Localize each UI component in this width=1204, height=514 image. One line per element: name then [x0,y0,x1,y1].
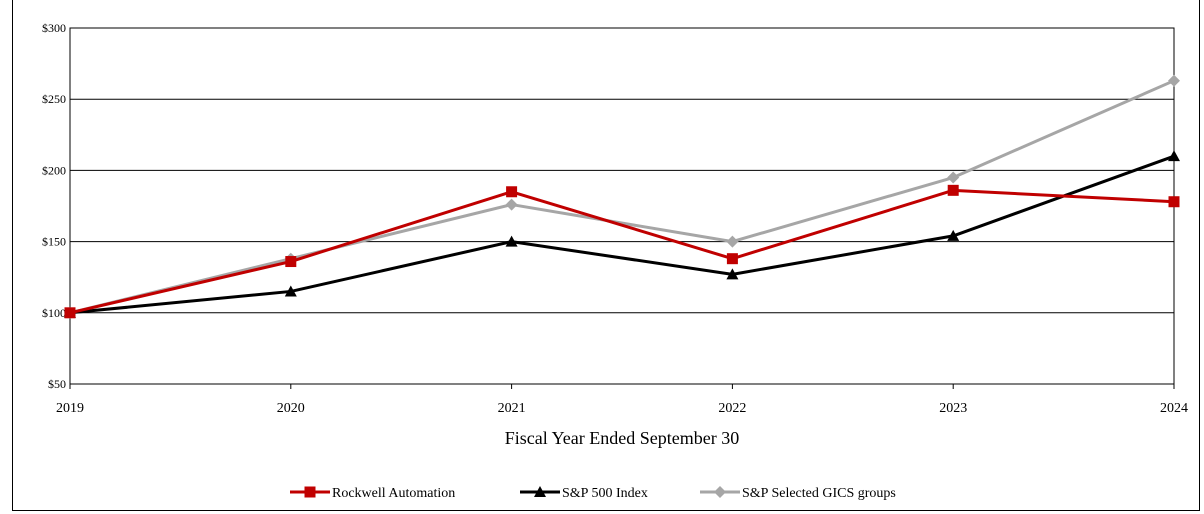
data-point [947,184,959,196]
legend-label: S&P Selected GICS groups [742,486,896,501]
data-point [947,229,960,241]
y-axis-ticks: $50 $100 $150 $200 $250 $300 [42,21,66,391]
series-2 [64,74,1180,319]
series-1 [64,150,1180,318]
series-line [69,154,1175,315]
x-tick-label: 2022 [718,401,746,416]
data-point [726,235,739,248]
x-axis-title: Fiscal Year Ended September 30 [505,428,739,448]
series-line [69,188,1175,315]
data-point [284,285,297,297]
data-point [505,235,518,247]
data-point [64,307,76,319]
legend-marker [714,486,726,498]
y-tick-label: $300 [42,21,66,35]
gridlines [69,27,1175,385]
y-tick-label: $200 [42,163,66,177]
data-point [506,186,518,198]
data-point [505,198,518,211]
data-point [285,256,297,268]
y-tick-label: $250 [42,92,66,106]
legend-marker [304,486,316,498]
plot-area-border [69,27,1175,385]
chart-frame [12,0,1200,511]
x-tick-label: 2020 [277,401,305,416]
x-axis-ticks: 2019 2020 2021 2022 2023 2024 [56,384,1188,416]
data-point [1168,196,1180,208]
legend-label: S&P 500 Index [562,486,648,501]
legend-label: Rockwell Automation [332,486,455,501]
legend-marker [534,486,546,497]
data-point [726,253,738,265]
x-tick-label: 2021 [498,401,526,416]
data-point [1168,74,1180,87]
x-tick-label: 2024 [1160,401,1188,416]
data-point [1168,150,1180,162]
y-tick-label: $50 [48,377,66,391]
series-line [69,79,1175,315]
x-tick-label: 2023 [939,401,967,416]
y-tick-label: $100 [42,306,66,320]
legend: Rockwell Automation S&P 500 Index S&P Sele… [290,486,896,501]
series-lines [64,74,1180,319]
x-tick-label: 2019 [56,401,84,416]
y-tick-label: $150 [42,235,66,249]
data-point [947,171,960,184]
series-0 [64,184,1180,319]
data-point [726,268,739,280]
